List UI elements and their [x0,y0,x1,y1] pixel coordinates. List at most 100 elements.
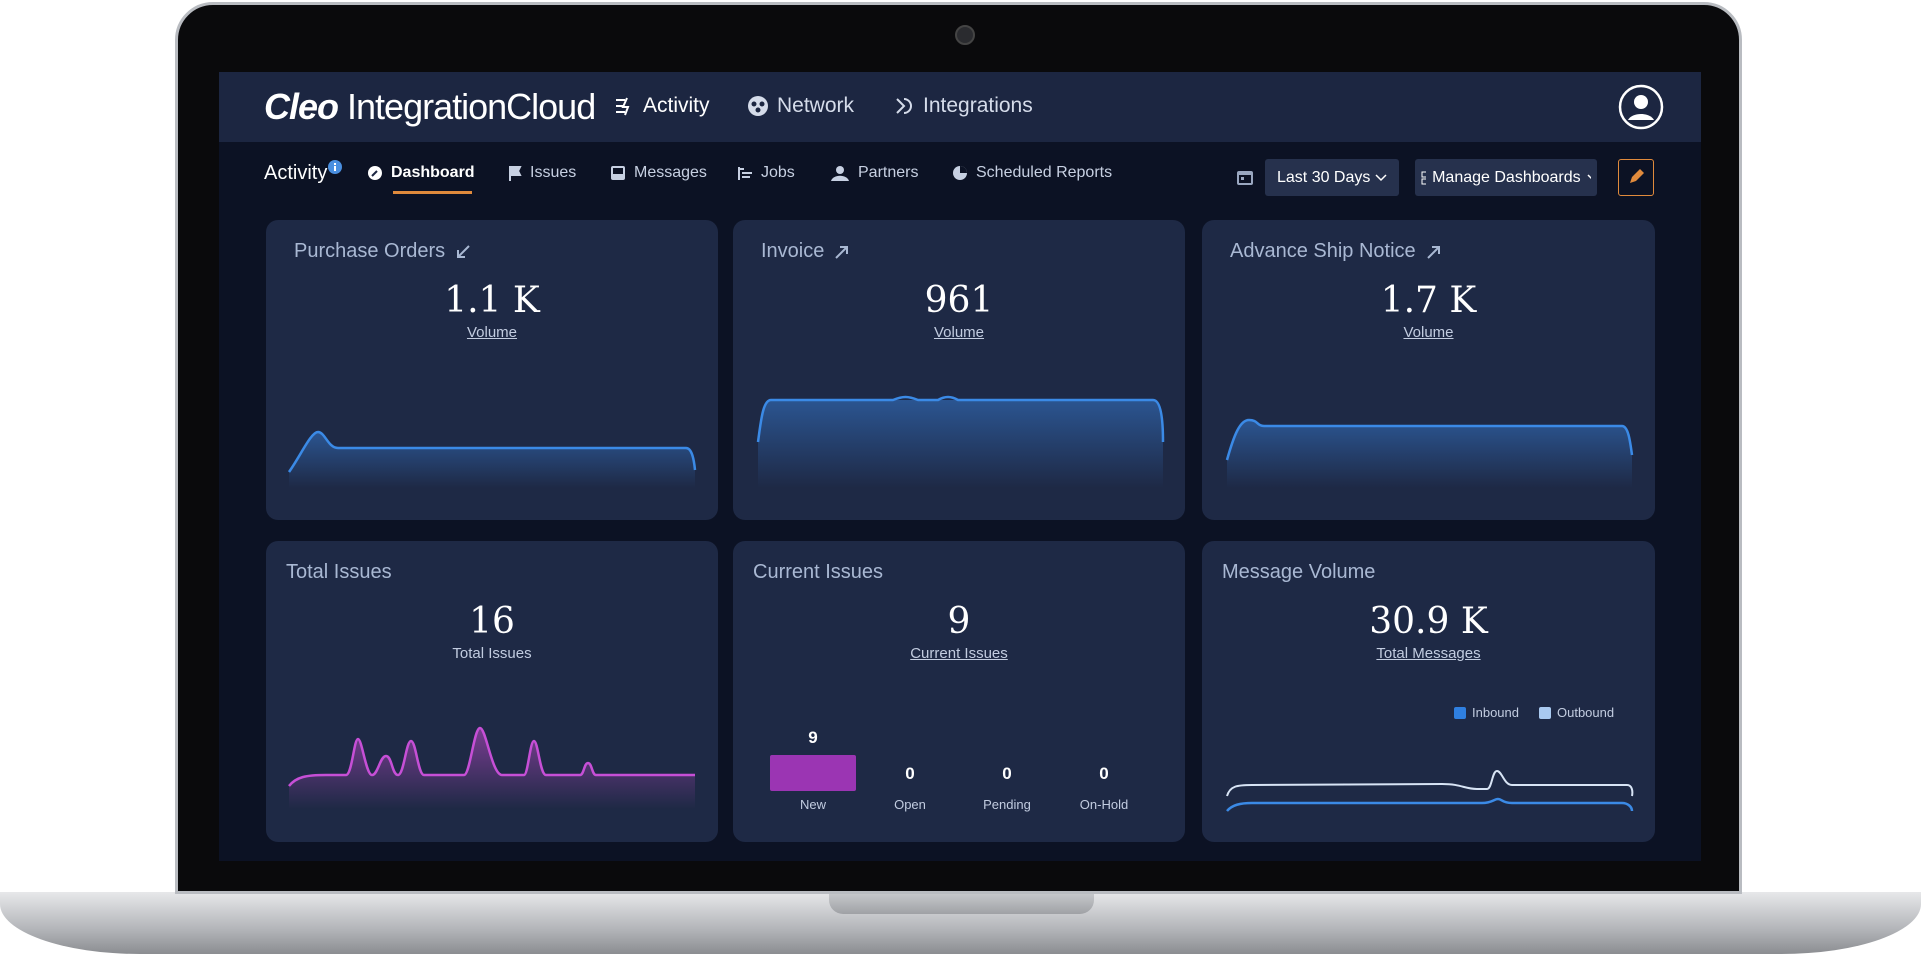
section-title: Activity [264,159,343,185]
title-text: Advance Ship Notice [1230,240,1416,262]
bar-category-label: New [800,797,827,812]
title-text: Message Volume [1222,561,1376,583]
tab[interactable]: Partners [830,164,918,182]
edit-button[interactable] [1618,159,1654,196]
top-bar: Cleo IntegrationCloud Activity Network I… [219,72,1701,142]
icon [509,166,522,181]
title-text: Total Issues [286,561,392,583]
trend-icon [1426,245,1440,259]
title-text: Purchase Orders [294,240,446,262]
title-text: Invoice [761,240,825,262]
sparkline [287,430,697,488]
chevron [1375,173,1387,181]
card-title: Total Issues [286,561,392,584]
tab-label: Issues [530,164,577,181]
bar-category-label: Pending [983,797,1031,812]
card-value: 9 [947,601,971,642]
dropdown-label: Last 30 Days [1277,168,1371,186]
icon [611,166,625,180]
chevron [1587,173,1591,179]
bar-value-label: 9 [808,728,817,747]
legend-swatch [1539,706,1551,719]
legend-item[interactable]: Inbound [1454,705,1519,720]
card-title: Message Volume [1222,561,1375,584]
tab-label: Partners [858,164,919,181]
screen: Cleo IntegrationCloud Activity Network I… [219,72,1701,861]
legend-label: Outbound [1557,705,1615,720]
tab-active[interactable]: Dashboard [367,164,475,182]
nav-label: Network [777,94,855,117]
icon [896,98,912,114]
sparkline [288,726,695,809]
bar-category-label: On-Hold [1080,797,1128,812]
bar-value-label: 0 [1099,764,1108,783]
tab[interactable]: Messages [610,164,707,182]
logo-bold: Cleo [264,86,339,127]
sparkline [1225,418,1634,488]
avatar[interactable] [1618,84,1664,130]
bar [770,755,856,791]
card[interactable]: Purchase Orders 1.1 K Volume [266,220,718,520]
card-title: Current Issues [753,561,883,584]
card[interactable]: Advance Ship Notice 1.7 K Volume [1202,220,1655,520]
card[interactable]: Total Issues 16 Total Issues [266,541,718,842]
nav-item[interactable]: Activity [613,94,710,118]
tab-label: Scheduled Reports [976,164,1113,181]
nav-label: Integrations [923,94,1033,117]
bar-value-label: 0 [1002,764,1011,783]
logo[interactable]: Cleo IntegrationCloud [264,86,596,128]
trend-icon [835,245,849,259]
date-range-dropdown[interactable]: Last 30 Days [1265,159,1399,196]
card-title: Invoice [761,240,850,263]
legend-swatch [1454,706,1466,719]
card-label[interactable]: Volume [933,324,985,341]
icon [616,97,630,116]
card-label: Total Issues [452,645,532,662]
manage-dashboards-dropdown[interactable]: Manage Dashboards [1415,159,1597,196]
card-title: Purchase Orders [294,240,471,263]
nav-label: Activity [643,94,710,117]
title-text: Current Issues [753,561,884,583]
tab-underline [393,191,472,194]
calendar-icon [1237,171,1253,185]
card-value: 30.9 K [1369,601,1488,642]
icon [1421,171,1427,184]
bar-chart: 9 New 0 Open 0 Pending 0 On-Hold [770,728,1128,812]
nav-item[interactable]: Network [747,94,854,118]
card-value: 961 [924,280,994,321]
icon [368,166,382,180]
card-label[interactable]: Volume [1403,324,1454,341]
card-value: 16 [469,601,515,642]
card-title: Advance Ship Notice [1230,240,1442,263]
bar-category-label: Open [894,797,926,812]
section-label: Activity [264,162,328,184]
tab-label: Messages [634,164,707,181]
legend-label: Inbound [1472,705,1519,720]
card[interactable]: Current Issues 9 Current Issues 9 New 0 Ope… [733,541,1185,842]
card-value: 1.7 K [1380,280,1477,321]
laptop-notch [829,892,1094,914]
legend: Inbound Outbound [1454,705,1614,720]
card-label[interactable]: Current Issues [910,645,1008,662]
camera [955,25,975,45]
trend-icon [457,244,470,258]
bar-value-label: 0 [905,764,914,783]
legend-item[interactable]: Outbound [1539,705,1614,720]
icon [953,166,967,180]
dropdown-label: Manage Dashboards [1432,168,1581,186]
card[interactable]: Message Volume 30.9 K Total Messages Inb… [1202,541,1655,842]
tab[interactable]: Jobs [737,164,795,182]
card[interactable]: Invoice 961 Volume [733,220,1185,520]
icon [831,166,849,181]
tab[interactable]: Issues [508,164,576,182]
card-value: 1.1 K [444,280,540,321]
info-icon[interactable] [327,159,343,175]
card-label[interactable]: Volume [466,324,518,341]
nav-item[interactable]: Integrations [893,94,1033,118]
icon [738,167,752,180]
card-label[interactable]: Total Messages [1376,645,1481,662]
logo-text: IntegrationCloud [347,86,596,127]
tab[interactable]: Scheduled Reports [952,164,1112,182]
tab-label: Dashboard [391,164,475,181]
